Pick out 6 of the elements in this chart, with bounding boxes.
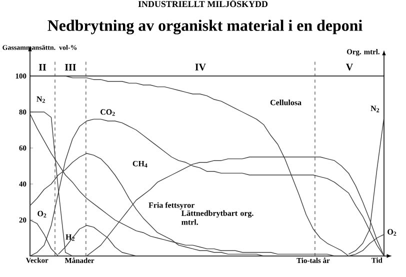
text: II xyxy=(38,64,46,70)
text: IV xyxy=(195,64,206,70)
chart-title: Nedbrytning av organiskt material i en deponi xyxy=(48,20,362,34)
text: III xyxy=(64,64,76,70)
text: INDUSTRIELLT MILJÖSKYDD xyxy=(138,0,268,8)
text: V xyxy=(346,64,353,70)
